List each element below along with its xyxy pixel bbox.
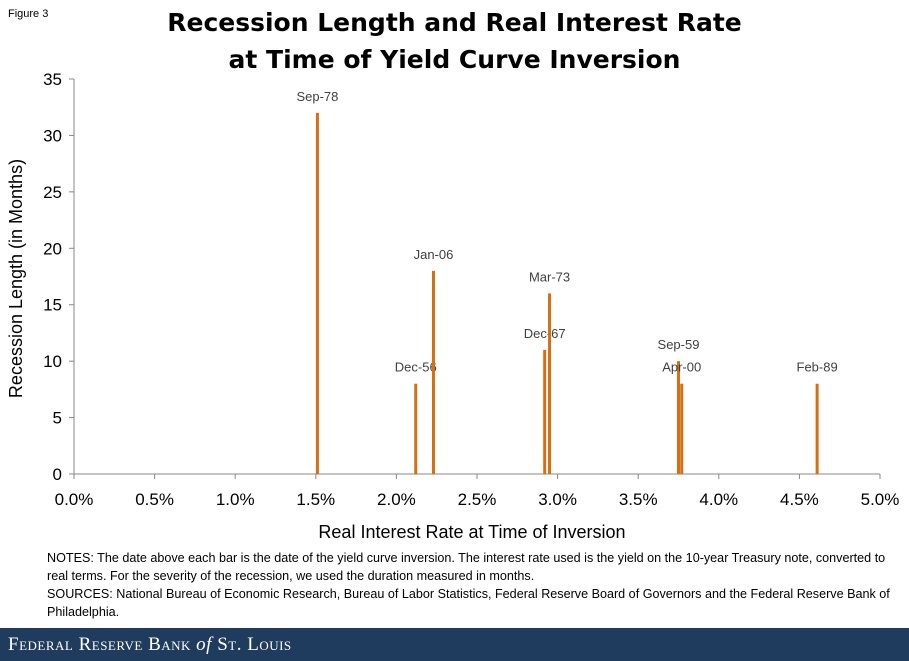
bar xyxy=(680,383,684,474)
y-tick-label: 20 xyxy=(43,239,62,258)
bar-data-label: Sep-78 xyxy=(296,89,338,104)
y-tick-label: 5 xyxy=(53,409,62,428)
bar-data-label: Dec-67 xyxy=(524,326,566,341)
bar xyxy=(431,270,435,474)
y-tick-label: 0 xyxy=(53,465,62,484)
bar xyxy=(414,383,418,474)
bar xyxy=(543,349,547,474)
bar xyxy=(815,383,819,474)
x-tick-label: 5.0% xyxy=(861,490,900,509)
x-tick-label: 1.0% xyxy=(216,490,255,509)
bar-data-label: Dec-56 xyxy=(395,360,437,375)
figure-label: Figure 3 xyxy=(8,8,49,20)
chart-title-line-1: Recession Length and Real Interest Rate xyxy=(167,8,742,37)
bar-data-label: Apr-00 xyxy=(662,360,701,375)
logo-part-1: Federal Reserve Bank xyxy=(8,634,191,655)
bar-data-label: Mar-73 xyxy=(529,269,570,284)
y-tick-label: 35 xyxy=(43,70,62,89)
y-tick-label: 10 xyxy=(43,352,62,371)
bar xyxy=(548,293,552,474)
logo-part-3: St. Louis xyxy=(217,634,292,655)
x-tick-label: 4.5% xyxy=(780,490,819,509)
x-tick-label: 2.5% xyxy=(458,490,497,509)
chart-title: Recession Length and Real Interest Rate … xyxy=(0,4,909,78)
y-tick-label: 15 xyxy=(43,296,62,315)
fed-logo-wordmark: Federal Reserve Bank of St. Louis xyxy=(8,634,292,656)
y-axis-label: Recession Length (in Months) xyxy=(6,159,26,398)
sources-text: SOURCES: National Bureau of Economic Res… xyxy=(47,587,890,619)
footer-bar: Federal Reserve Bank of St. Louis xyxy=(0,628,909,661)
x-tick-label: 0.0% xyxy=(55,490,94,509)
x-tick-label: 3.0% xyxy=(538,490,577,509)
x-tick-label: 4.0% xyxy=(699,490,738,509)
notes-block: NOTES: The date above each bar is the da… xyxy=(47,549,897,621)
x-tick-label: 2.0% xyxy=(377,490,416,509)
bar-data-label: Feb-89 xyxy=(797,360,838,375)
x-tick-label: 3.5% xyxy=(619,490,658,509)
chart-title-line-2: at Time of Yield Curve Inversion xyxy=(228,45,681,74)
bar-data-label: Sep-59 xyxy=(658,337,700,352)
y-tick-label: 25 xyxy=(43,183,62,202)
x-tick-label: 0.5% xyxy=(135,490,174,509)
notes-text: NOTES: The date above each bar is the da… xyxy=(47,551,886,583)
bar-data-label: Jan-06 xyxy=(414,247,454,262)
bar xyxy=(677,361,680,474)
logo-part-2: of xyxy=(196,634,212,655)
bar xyxy=(315,112,319,474)
x-tick-label: 1.5% xyxy=(296,490,335,509)
x-axis-label: Real Interest Rate at Time of Inversion xyxy=(318,522,625,542)
y-tick-label: 30 xyxy=(43,126,62,145)
